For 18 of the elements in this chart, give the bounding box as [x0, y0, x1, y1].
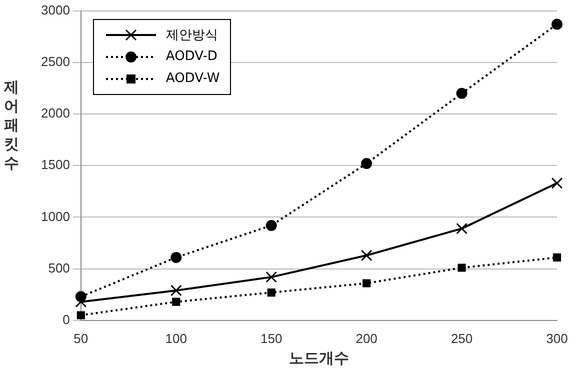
x-tick-label: 150: [260, 330, 282, 346]
y-tick-label: 500: [48, 260, 70, 276]
y-tick-label: 3000: [41, 2, 70, 18]
x-tick-label: 50: [74, 330, 88, 346]
x-tick-label: 250: [450, 330, 473, 346]
y-tick-label: 0: [62, 312, 70, 327]
legend-label: AODV-D: [166, 49, 218, 64]
x-tick-label: 300: [546, 330, 568, 346]
y-axis-title: 제어패킷수: [4, 78, 20, 173]
y-tick-label: 2500: [41, 54, 70, 69]
legend-label: 제안방식: [166, 26, 218, 44]
y-tick-label: 1500: [41, 157, 70, 172]
y-tick-label: 1000: [41, 208, 70, 224]
x-tick-label: 100: [165, 330, 187, 346]
y-tick-label: 2000: [41, 106, 70, 121]
x-axis-title: 노드개수: [288, 350, 349, 368]
legend-label: AODV-W: [166, 71, 220, 86]
x-tick-label: 200: [356, 330, 378, 346]
